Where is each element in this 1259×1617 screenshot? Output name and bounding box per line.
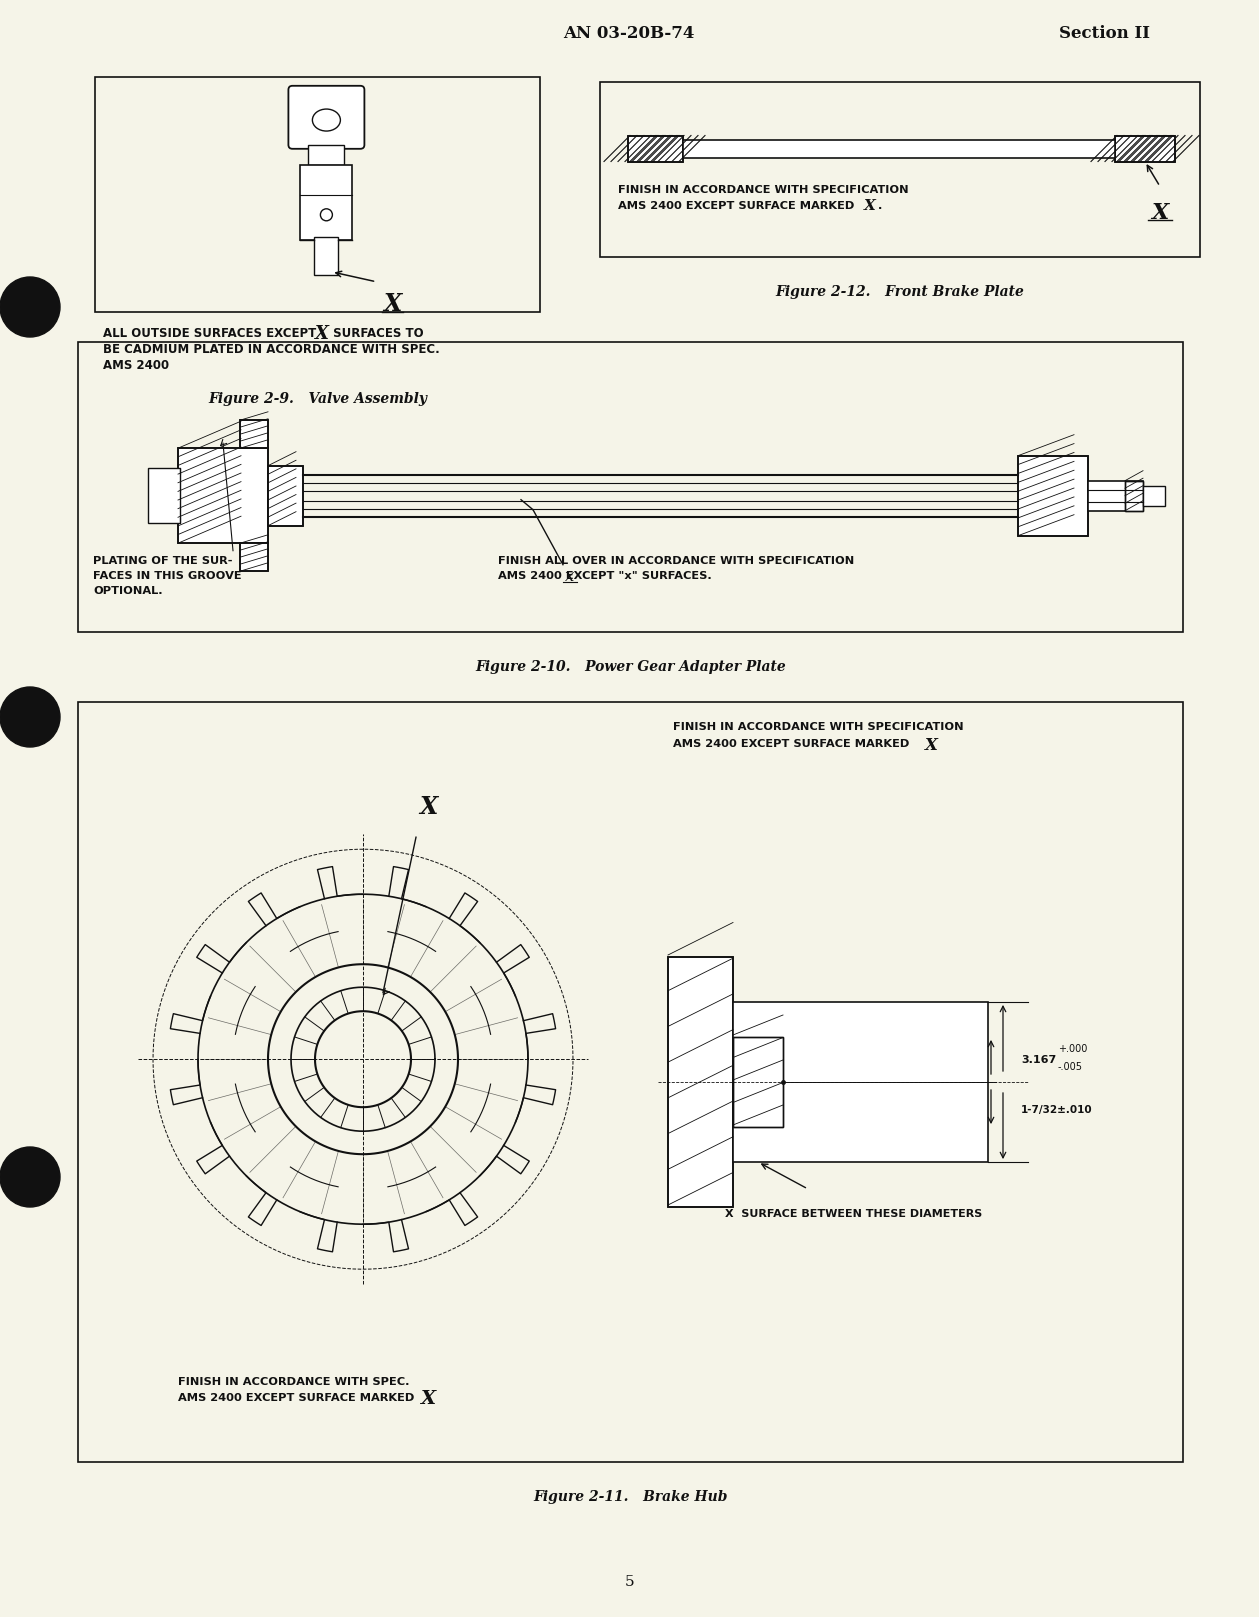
Bar [1126,480,1143,511]
Bar [308,146,345,165]
Text: 1-7/32±.010: 1-7/32±.010 [1021,1104,1093,1116]
Text: Figure 2-10.   Power Gear Adapter Plate: Figure 2-10. Power Gear Adapter Plate [475,660,786,674]
Text: FINISH IN ACCORDANCE WITH SPEC.: FINISH IN ACCORDANCE WITH SPEC. [178,1378,409,1387]
Bar [733,1036,783,1127]
Bar [240,543,268,571]
Bar [268,466,303,526]
Text: PLATING OF THE SUR-: PLATING OF THE SUR- [93,556,233,566]
Bar [268,466,303,526]
Bar [1115,136,1175,162]
Text: Section II: Section II [1059,24,1149,42]
Text: +.000: +.000 [1058,1045,1088,1054]
Text: 3.167: 3.167 [1021,1054,1056,1066]
Bar [1115,136,1175,162]
Text: X: X [315,325,329,343]
Text: OPTIONAL.: OPTIONAL. [93,585,162,595]
Bar [733,1003,988,1163]
Text: AN 03-20B-74: AN 03-20B-74 [563,24,695,42]
Bar [178,448,268,543]
Bar [628,136,682,162]
Bar [733,1036,783,1127]
Text: ALL OUTSIDE SURFACES EXCEPT: ALL OUTSIDE SURFACES EXCEPT [103,327,316,340]
Text: AMS 2400: AMS 2400 [103,359,169,372]
Bar [669,957,733,1206]
Text: BE CADMIUM PLATED IN ACCORDANCE WITH SPEC.: BE CADMIUM PLATED IN ACCORDANCE WITH SPE… [103,343,439,356]
Bar [301,165,353,239]
Text: X: X [384,291,402,315]
Text: .: . [878,201,883,210]
Bar [149,469,180,524]
FancyBboxPatch shape [288,86,364,149]
Text: FINISH IN ACCORDANCE WITH SPECIFICATION: FINISH IN ACCORDANCE WITH SPECIFICATION [674,723,963,733]
Text: Figure 2-11.   Brake Hub: Figure 2-11. Brake Hub [534,1489,728,1504]
Text: Figure 2-12.   Front Brake Plate: Figure 2-12. Front Brake Plate [776,285,1025,299]
Text: FINISH IN ACCORDANCE WITH SPECIFICATION: FINISH IN ACCORDANCE WITH SPECIFICATION [618,184,909,196]
Text: AMS 2400 EXCEPT SURFACE MARKED: AMS 2400 EXCEPT SURFACE MARKED [618,201,859,210]
Text: X: X [421,1391,436,1408]
Bar [669,957,733,1206]
Text: SURFACES TO: SURFACES TO [329,327,423,340]
Text: AMS 2400 EXCEPT "x" SURFACES.: AMS 2400 EXCEPT "x" SURFACES. [499,571,711,581]
Bar [1126,480,1143,511]
Circle shape [0,1146,60,1206]
Bar [1019,456,1088,535]
Text: FACES IN THIS GROOVE: FACES IN THIS GROOVE [93,571,242,581]
Bar [601,82,1200,257]
Bar [1088,480,1143,511]
Circle shape [0,687,60,747]
Bar [78,702,1183,1462]
Text: 5: 5 [626,1575,635,1590]
Bar [682,139,1115,157]
Text: -.005: -.005 [1058,1062,1083,1072]
Text: X  SURFACE BETWEEN THESE DIAMETERS: X SURFACE BETWEEN THESE DIAMETERS [725,1210,982,1219]
Bar [628,136,682,162]
Text: X: X [419,796,437,820]
Text: X: X [864,199,876,213]
Bar [94,78,540,312]
Bar [1143,485,1165,506]
Bar [315,236,339,275]
Bar [178,448,268,543]
Circle shape [0,277,60,336]
Bar [240,543,268,571]
Bar [240,420,268,448]
Bar [78,343,1183,632]
Text: Figure 2-9.   Valve Assembly: Figure 2-9. Valve Assembly [208,391,427,406]
Text: x: x [565,568,574,585]
Text: X: X [925,737,938,754]
Text: FINISH ALL OVER IN ACCORDANCE WITH SPECIFICATION: FINISH ALL OVER IN ACCORDANCE WITH SPECI… [499,556,855,566]
Text: AMS 2400 EXCEPT SURFACE MARKED: AMS 2400 EXCEPT SURFACE MARKED [674,739,913,749]
Text: AMS 2400 EXCEPT SURFACE MARKED: AMS 2400 EXCEPT SURFACE MARKED [178,1392,414,1404]
Text: X: X [1152,202,1168,223]
Bar [1019,456,1088,535]
Ellipse shape [312,108,340,131]
Bar [240,420,268,448]
